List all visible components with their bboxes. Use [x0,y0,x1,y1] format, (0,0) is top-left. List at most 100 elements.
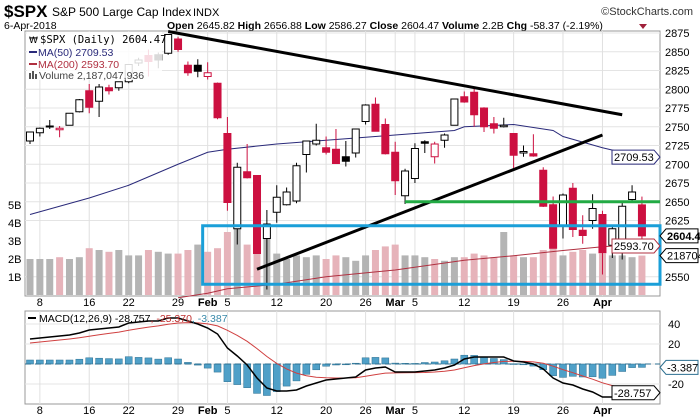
high-value: 2656.88 [264,20,302,32]
candle-body [470,91,479,116]
value-marker-volume: 2187047 [667,251,700,263]
date-tick-label: Apr [593,297,613,309]
candle-body [430,143,439,158]
value-marker-tag [611,149,661,165]
macd-tick-label: -20 [668,379,684,391]
candle-body [519,151,528,154]
volume-bar [283,259,291,295]
volume-bar [559,255,567,295]
volume-bar [520,257,527,295]
candle-body [578,229,587,236]
candle-body [312,139,321,145]
volume-bar [421,257,429,295]
value-marker-ma50: 2709.53 [614,152,654,164]
candle-body [35,127,44,134]
open-label: Open [167,20,194,32]
date-tick-label: 5 [224,297,230,309]
date-tick-label: 22 [123,297,135,309]
volume-tick-label: 5B [8,200,21,212]
macd-histogram-bar [154,358,163,365]
macd-histogram-bar [608,363,617,376]
candle-body [223,133,232,203]
macd-histogram-bar [65,359,74,365]
price-tick-label: 2800 [665,84,689,96]
macd-histogram-bar [164,357,172,365]
volume-bar [332,255,340,295]
macd-histogram-bar [144,357,153,365]
price-tick-label: 2650 [665,197,689,209]
candle-body [637,204,646,237]
down-arrow-icon [639,24,647,29]
price-tick-label: 2625 [665,216,689,228]
exchange: INDX [193,7,220,19]
macd-line [29,317,642,398]
volume-bar [490,257,498,295]
legend-volume: Volume 2,187,047,936 [39,70,144,82]
value-marker-hist: -3.387 [667,362,698,374]
candle-body [282,191,291,206]
macd-histogram-bar [578,363,587,378]
volume-bar [115,250,123,295]
macd-histogram-bar [45,359,54,365]
candle-body [302,140,311,155]
date-tick-label: 26 [359,405,371,417]
volume-bar [95,250,103,295]
value-marker-tag [659,248,699,264]
candle-body [499,124,508,128]
candle-body [26,131,34,142]
candle-body [598,214,607,254]
volume-bar [411,255,419,295]
macd-histogram-bar [263,363,271,396]
macd-histogram-bar [312,363,320,371]
macd-histogram-bar [490,358,498,365]
candle-body [450,98,459,126]
volume-bar [204,251,212,295]
macd-histogram-bar [174,358,182,365]
volume-bar [460,257,468,295]
volume-bar [608,255,616,295]
macd-histogram-bar [421,362,429,365]
volume-bar [26,259,34,295]
date-tick-label: 5 [224,405,230,417]
macd-histogram-bar [95,357,103,365]
candle-body [371,103,380,132]
macd-histogram-bar [450,358,459,365]
candle-body [243,171,252,179]
macd-histogram-bar [233,363,242,385]
candle-body [460,96,469,103]
candle-body [75,99,84,113]
date-tick-label: 29 [172,297,184,309]
candle-body [114,81,123,89]
price-tick-label: 2700 [665,159,689,171]
volume-bar [184,250,192,295]
date-tick-label: 16 [83,297,95,309]
open-value: 2645.82 [197,20,235,32]
macd-histogram-bar [588,363,597,378]
volume-bar [431,259,439,295]
volume-bar [174,253,182,295]
volume-bar [135,255,143,295]
candle-body [203,72,212,77]
macd-histogram-bar [124,356,133,365]
low-value: 2586.27 [329,20,367,32]
macd-histogram-bar [273,363,281,392]
date-tick-label: 5 [412,405,418,417]
volume-bar [194,244,202,295]
date-tick-label: Mar [385,297,405,309]
low-label: Low [305,20,327,32]
date-tick-label: 29 [172,405,184,417]
candle-body [253,175,262,254]
candle-body [489,123,498,129]
volume-bar [312,255,320,295]
candle-body [45,125,54,128]
candle-body [509,133,518,156]
volume-bar [223,232,231,295]
candle-body [174,38,183,50]
high-label: High [238,20,261,32]
volume-bar [65,259,73,295]
candle-body [341,156,350,162]
date-tick-label: 8 [37,297,43,309]
volume-label: Volume [442,20,479,32]
date-tick-label: 12 [271,405,283,417]
candle-body [331,148,340,164]
